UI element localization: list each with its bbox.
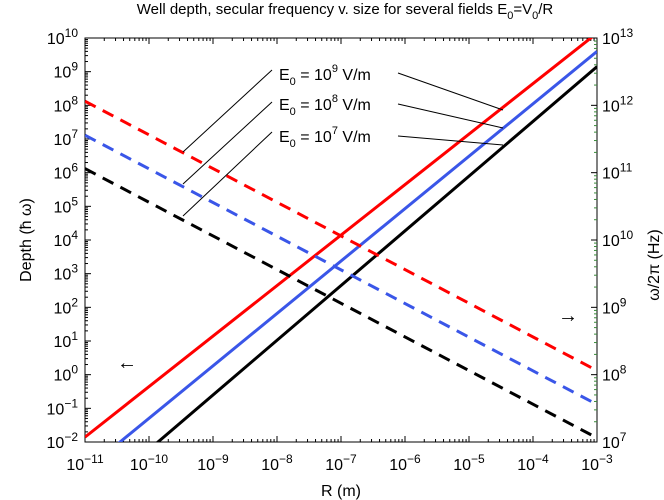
chart-title: Well depth, secular frequency v. size fo… <box>137 1 554 22</box>
x-tick-label: 10−11 <box>66 452 104 474</box>
x-tick-label: 10−5 <box>453 452 485 474</box>
field-label-e9: E0 = 109 V/m <box>279 63 371 88</box>
x-tick-label: 10−4 <box>517 452 549 474</box>
y-left-tick-label: 10−2 <box>47 430 79 452</box>
y-right-tick-label: 108 <box>602 363 627 385</box>
y-right-tick-label: 1011 <box>602 161 633 183</box>
frequency-line-108 <box>85 133 597 406</box>
field-label-leader-e7-1 <box>182 131 273 217</box>
y-axis-left-label: Depth (ħ ω) <box>18 198 35 282</box>
field-label-leader-e8-2 <box>397 103 504 129</box>
y-right-tick-label: 1013 <box>602 26 633 48</box>
y-left-tick-label: 10−1 <box>47 396 79 418</box>
depth-line-108 <box>117 50 597 442</box>
y-right-tick-label: 109 <box>602 295 627 317</box>
depth-line-107 <box>155 65 597 442</box>
field-label-e7: E0 = 107 V/m <box>279 125 371 150</box>
frequency-line-107 <box>85 167 597 440</box>
field-label-leader-e9-1 <box>182 69 273 153</box>
left-axis-arrow: ← <box>117 352 137 374</box>
plot-area <box>84 37 598 443</box>
y-left-tick-label: 100 <box>54 363 79 385</box>
y-left-tick-label: 105 <box>54 194 79 216</box>
y-right-tick-label: 107 <box>602 430 627 452</box>
y-left-tick-label: 102 <box>54 295 79 317</box>
field-label-leader-e9-2 <box>397 72 504 111</box>
x-tick-label: 10−9 <box>197 452 229 474</box>
x-axis-label: R (m) <box>321 483 361 500</box>
x-tick-label: 10−3 <box>581 452 613 474</box>
x-tick-label: 10−8 <box>261 452 293 474</box>
y-axis-right-label: ω/2π (Hz) <box>646 229 663 301</box>
y-left-tick-label: 104 <box>54 228 79 250</box>
y-left-tick-label: 103 <box>54 262 79 284</box>
field-label-leader-e8-1 <box>182 101 273 185</box>
x-tick-label: 10−10 <box>130 452 168 474</box>
frequency-line-109 <box>85 99 597 372</box>
y-left-tick-label: 109 <box>54 60 79 82</box>
x-tick-label: 10−6 <box>389 452 421 474</box>
y-right-tick-label: 1012 <box>602 93 633 115</box>
y-left-tick-label: 1010 <box>47 26 78 48</box>
field-label-leader-e7-2 <box>397 135 504 146</box>
y-left-tick-label: 108 <box>54 93 79 115</box>
y-right-tick-label: 1010 <box>602 228 633 250</box>
y-left-tick-label: 107 <box>54 127 79 149</box>
y-left-tick-label: 101 <box>54 329 79 351</box>
x-tick-label: 10−7 <box>325 452 357 474</box>
right-axis-arrow: → <box>558 305 578 327</box>
y-left-tick-label: 106 <box>54 161 79 183</box>
field-label-e8: E0 = 108 V/m <box>279 93 371 118</box>
